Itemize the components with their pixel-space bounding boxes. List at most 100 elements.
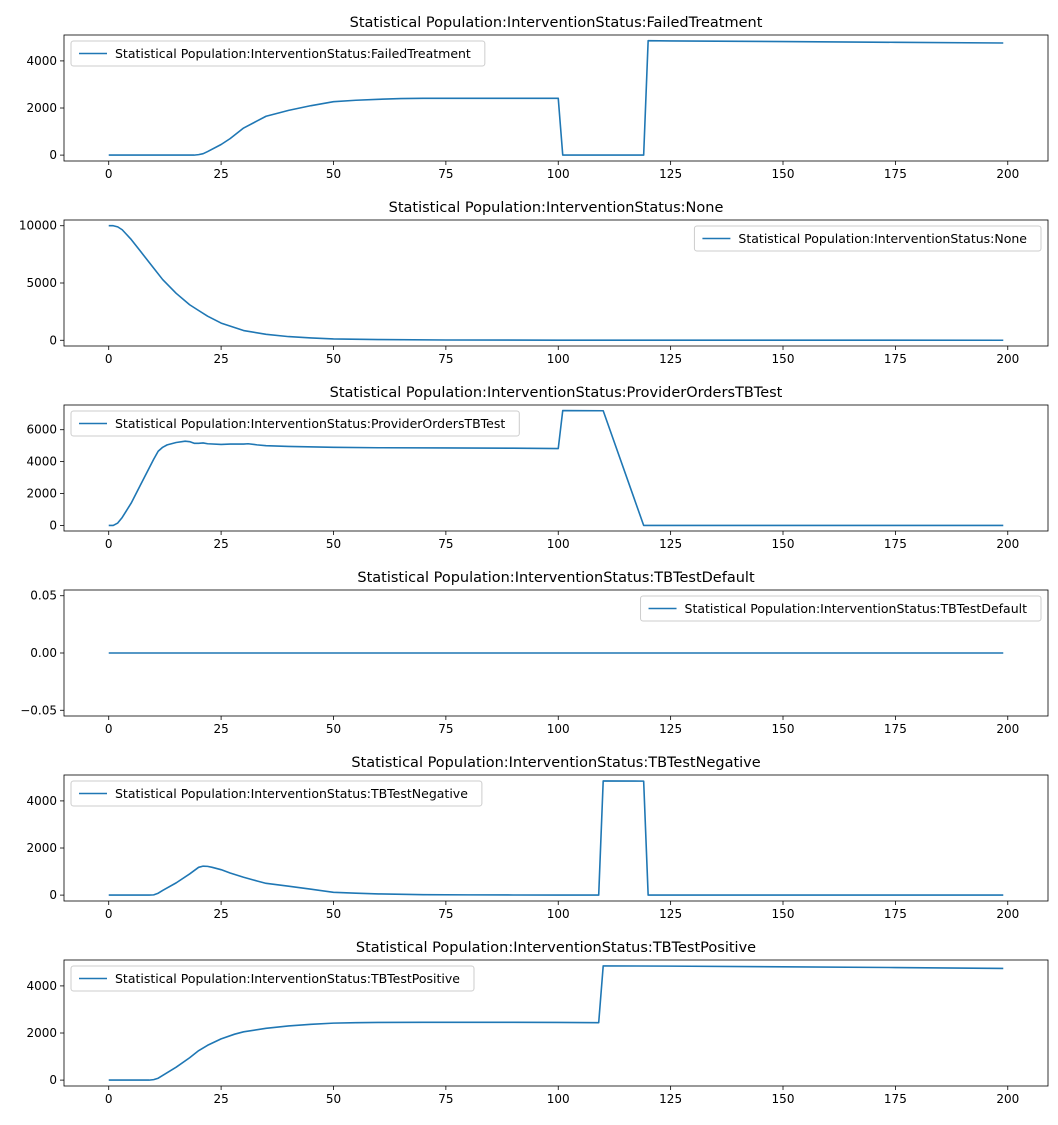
x-tick-label: 200 <box>996 722 1019 736</box>
legend: Statistical Population:InterventionStatu… <box>693 225 1042 252</box>
legend-box <box>70 410 520 437</box>
panel-4: Statistical Population:InterventionStatu… <box>20 570 1049 736</box>
x-tick-label: 75 <box>438 537 453 551</box>
series-line <box>108 224 1004 342</box>
x-tick-label: 175 <box>884 907 907 921</box>
legend: Statistical Population:InterventionStatu… <box>70 965 475 992</box>
legend-label: Statistical Population:InterventionStatu… <box>115 971 460 986</box>
axes-frame <box>63 34 1049 162</box>
x-tick-label: 175 <box>884 167 907 181</box>
y-tick-label: 4000 <box>26 979 57 993</box>
y-tick-label: 10000 <box>19 219 57 233</box>
y-tick-label: −0.05 <box>20 703 57 717</box>
x-tick-label: 75 <box>438 352 453 366</box>
panel-6: Statistical Population:InterventionStatu… <box>26 940 1049 1106</box>
x-tick-label: 100 <box>547 907 570 921</box>
x-tick-label: 150 <box>772 352 795 366</box>
x-tick-label: 50 <box>326 352 341 366</box>
series-line <box>108 965 1004 1081</box>
x-tick-label: 150 <box>772 907 795 921</box>
y-tick-label: 2000 <box>26 1026 57 1040</box>
x-tick-label: 0 <box>105 352 113 366</box>
x-tick-label: 100 <box>547 722 570 736</box>
x-tick-label: 125 <box>659 722 682 736</box>
x-tick-label: 0 <box>105 907 113 921</box>
panel-title: Statistical Population:InterventionStatu… <box>351 755 760 771</box>
legend-box <box>70 40 486 67</box>
x-tick-label: 100 <box>547 352 570 366</box>
panel-title: Statistical Population:InterventionStatu… <box>389 200 724 216</box>
x-tick-label: 150 <box>772 1092 795 1106</box>
x-tick-label: 200 <box>996 167 1019 181</box>
x-tick-label: 0 <box>105 537 113 551</box>
y-tick-label: 5000 <box>26 276 57 290</box>
x-tick-label: 25 <box>213 1092 228 1106</box>
x-tick-label: 175 <box>884 1092 907 1106</box>
x-tick-label: 200 <box>996 1092 1019 1106</box>
y-tick-label: 0 <box>49 518 57 532</box>
y-tick-label: 0 <box>49 148 57 162</box>
y-tick-label: 2000 <box>26 487 57 501</box>
y-tick-label: 0.05 <box>30 589 57 603</box>
x-tick-label: 150 <box>772 537 795 551</box>
legend-label: Statistical Population:InterventionStatu… <box>115 786 468 801</box>
x-tick-label: 75 <box>438 1092 453 1106</box>
x-tick-label: 125 <box>659 1092 682 1106</box>
x-tick-label: 100 <box>547 167 570 181</box>
x-tick-label: 25 <box>213 352 228 366</box>
y-tick-label: 4000 <box>26 794 57 808</box>
x-tick-label: 125 <box>659 167 682 181</box>
legend-box <box>693 225 1042 252</box>
x-tick-label: 50 <box>326 167 341 181</box>
x-tick-label: 25 <box>213 167 228 181</box>
y-tick-label: 6000 <box>26 423 57 437</box>
x-tick-label: 75 <box>438 722 453 736</box>
x-tick-label: 0 <box>105 1092 113 1106</box>
y-tick-label: 0.00 <box>30 646 57 660</box>
y-tick-label: 2000 <box>26 101 57 115</box>
legend: Statistical Population:InterventionStatu… <box>70 780 483 807</box>
x-tick-label: 0 <box>105 722 113 736</box>
legend-box <box>70 965 475 992</box>
legend: Statistical Population:InterventionStatu… <box>70 410 520 437</box>
x-tick-label: 50 <box>326 907 341 921</box>
legend-label: Statistical Population:InterventionStatu… <box>115 416 505 431</box>
x-tick-label: 150 <box>772 167 795 181</box>
panel-3: Statistical Population:InterventionStatu… <box>26 385 1049 551</box>
x-tick-label: 175 <box>884 537 907 551</box>
legend-label: Statistical Population:InterventionStatu… <box>685 601 1028 616</box>
x-tick-label: 125 <box>659 352 682 366</box>
x-tick-label: 50 <box>326 1092 341 1106</box>
series-line <box>108 39 1004 156</box>
panel-2: Statistical Population:InterventionStatu… <box>19 200 1049 366</box>
x-tick-label: 125 <box>659 537 682 551</box>
x-tick-label: 50 <box>326 722 341 736</box>
y-tick-label: 0 <box>49 1073 57 1087</box>
y-tick-label: 2000 <box>26 841 57 855</box>
x-tick-label: 150 <box>772 722 795 736</box>
axes-frame <box>63 959 1049 1087</box>
y-tick-label: 0 <box>49 333 57 347</box>
x-tick-label: 200 <box>996 352 1019 366</box>
y-tick-label: 4000 <box>26 455 57 469</box>
x-tick-label: 125 <box>659 907 682 921</box>
panel-title: Statistical Population:InterventionStatu… <box>330 385 783 401</box>
x-tick-label: 200 <box>996 537 1019 551</box>
axes-frame <box>63 404 1049 532</box>
x-tick-label: 25 <box>213 537 228 551</box>
legend-label: Statistical Population:InterventionStatu… <box>738 231 1027 246</box>
x-tick-label: 100 <box>547 1092 570 1106</box>
panel-title: Statistical Population:InterventionStatu… <box>356 940 756 956</box>
panel-5: Statistical Population:InterventionStatu… <box>26 755 1049 921</box>
x-tick-label: 100 <box>547 537 570 551</box>
x-tick-label: 25 <box>213 907 228 921</box>
legend-label: Statistical Population:InterventionStatu… <box>115 46 471 61</box>
panel-title: Statistical Population:InterventionStatu… <box>357 570 755 586</box>
y-tick-label: 4000 <box>26 54 57 68</box>
legend-box <box>640 595 1042 622</box>
x-tick-label: 200 <box>996 907 1019 921</box>
x-tick-label: 50 <box>326 537 341 551</box>
axes-frame <box>63 774 1049 902</box>
series-line <box>108 780 1004 896</box>
